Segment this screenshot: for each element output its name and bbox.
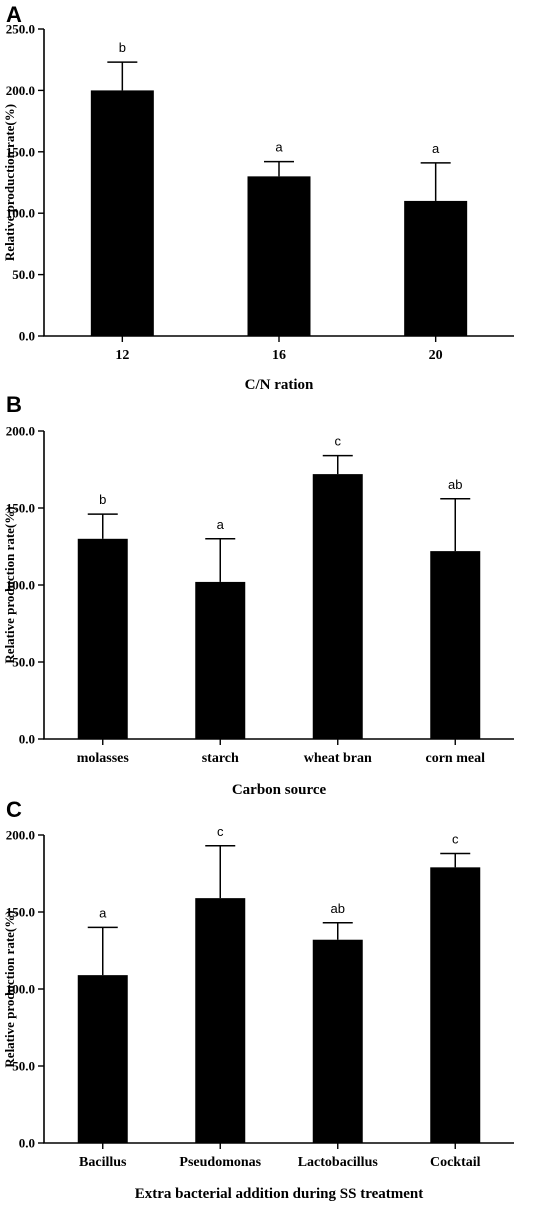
x-axis-title: C/N ration: [245, 377, 314, 393]
x-tick-label: wheat bran: [304, 751, 372, 766]
y-tick-label: 0.0: [19, 732, 35, 747]
significance-label: a: [432, 141, 440, 156]
y-tick-label: 50.0: [12, 1059, 35, 1074]
y-tick-label: 100.0: [6, 206, 35, 221]
x-tick-label: molasses: [77, 751, 130, 766]
bar: [77, 975, 128, 1143]
significance-label: c: [452, 831, 459, 846]
bar: [90, 90, 154, 337]
bar: [404, 200, 468, 336]
x-axis-title: Carbon source: [232, 782, 327, 798]
bar: [195, 898, 246, 1143]
bar: [195, 581, 246, 739]
bar: [312, 474, 363, 739]
significance-label: ab: [448, 477, 462, 492]
y-axis-title: Relative production rate(%): [2, 506, 17, 663]
significance-label: ab: [331, 901, 345, 916]
significance-label: a: [217, 517, 225, 532]
y-tick-label: 100.0: [6, 578, 35, 593]
y-tick-label: 250.0: [6, 22, 35, 37]
significance-label: c: [217, 824, 224, 839]
significance-label: a: [99, 905, 107, 920]
panel-b: B 0.0 50.0 100.0 150.0 200.0 b molasses a starch c…: [2, 392, 514, 798]
y-axis-title: Relative production rate(%): [2, 104, 17, 261]
panel-letter: A: [6, 2, 22, 27]
bar: [77, 538, 128, 739]
x-tick-label: starch: [202, 751, 239, 766]
significance-label: b: [119, 40, 126, 55]
bar: [312, 939, 363, 1143]
x-tick-label: 12: [115, 348, 129, 363]
y-tick-label: 150.0: [6, 905, 35, 920]
y-axis-title: Relative production rate(%): [2, 910, 17, 1067]
x-tick-label: Bacillus: [79, 1155, 127, 1170]
y-tick-label: 0.0: [19, 1136, 35, 1151]
panel-letter: C: [6, 797, 22, 822]
bar: [247, 176, 311, 336]
bar: [430, 867, 481, 1143]
panel-a: A 0.0 50.0 100.0 150.0 200.0 250.0 b 12 a 16 a 20 C/N…: [2, 2, 514, 393]
panel-letter: B: [6, 392, 22, 417]
y-tick-label: 50.0: [12, 267, 35, 282]
x-tick-label: Cocktail: [430, 1155, 481, 1170]
y-tick-label: 200.0: [6, 424, 35, 439]
y-tick-label: 50.0: [12, 655, 35, 670]
panel-c: C 0.0 50.0 100.0 150.0 200.0 a Bacillus c Pseudom…: [2, 797, 514, 1202]
x-tick-label: Pseudomonas: [179, 1155, 261, 1170]
y-tick-label: 0.0: [19, 329, 35, 344]
significance-label: c: [335, 434, 342, 449]
x-tick-label: 20: [429, 348, 443, 363]
y-tick-label: 200.0: [6, 83, 35, 98]
y-tick-label: 100.0: [6, 982, 35, 997]
x-tick-label: Lactobacillus: [298, 1155, 379, 1170]
significance-label: b: [99, 492, 106, 507]
y-tick-label: 150.0: [6, 501, 35, 516]
significance-label: a: [275, 140, 283, 155]
bar: [430, 551, 481, 739]
x-tick-label: corn meal: [426, 751, 486, 766]
x-tick-label: 16: [272, 348, 286, 363]
y-tick-label: 200.0: [6, 828, 35, 843]
x-axis-title: Extra bacterial addition during SS treat…: [135, 1186, 423, 1202]
y-tick-label: 150.0: [6, 144, 35, 159]
